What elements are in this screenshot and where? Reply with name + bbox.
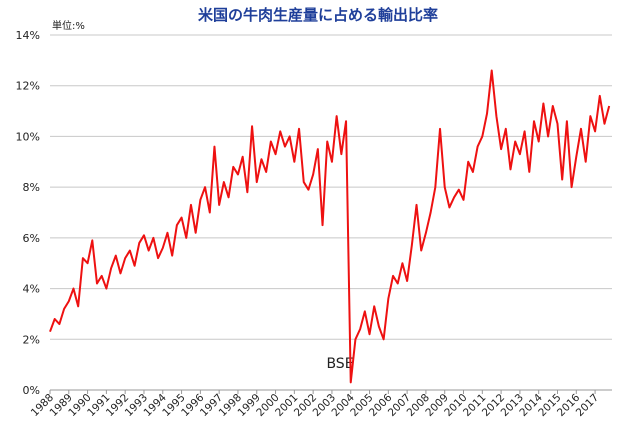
chart-title: 米国の牛肉生産量に占める輸出比率 xyxy=(198,6,438,24)
y-tick-label: 6% xyxy=(23,232,40,245)
y-tick-label: 10% xyxy=(16,130,40,143)
annotation: BSE xyxy=(326,356,353,372)
y-tick-label: 14% xyxy=(16,29,40,42)
series-line xyxy=(49,69,611,384)
unit-label: 単位:% xyxy=(52,19,85,32)
y-tick-label: 2% xyxy=(23,333,40,346)
y-tick-label: 8% xyxy=(23,181,40,194)
y-tick-label: 4% xyxy=(23,283,40,296)
y-tick-label: 12% xyxy=(16,80,40,93)
y-tick-label: 0% xyxy=(23,384,40,397)
